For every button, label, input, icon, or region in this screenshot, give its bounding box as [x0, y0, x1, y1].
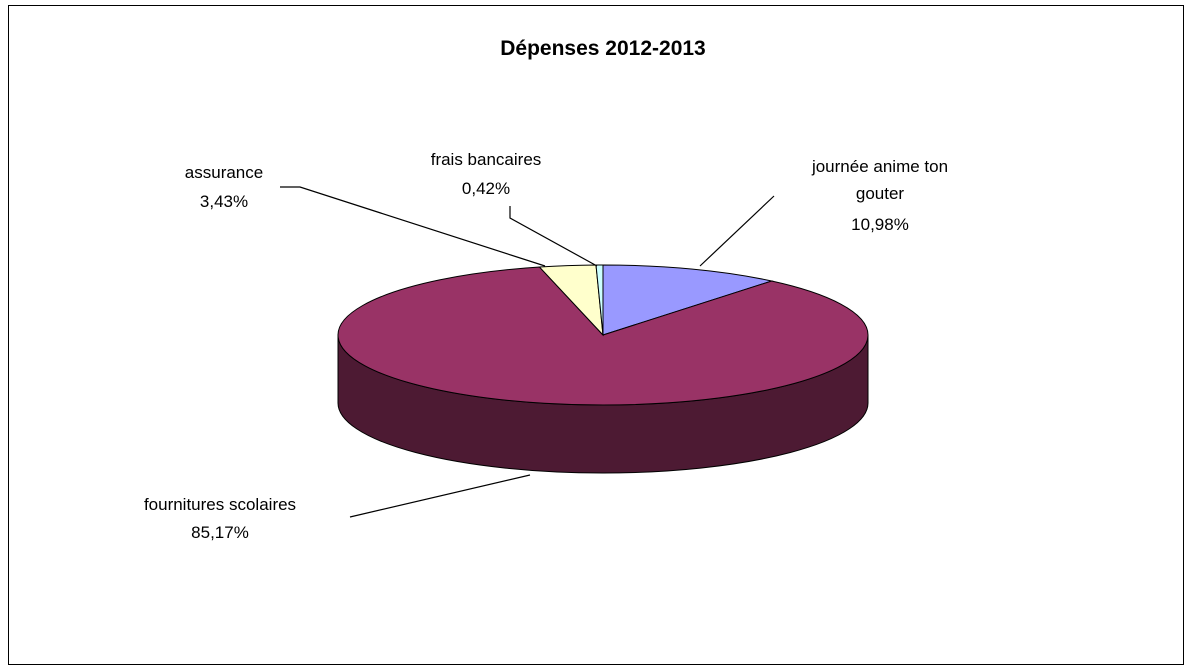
slice-label-3: frais bancaires: [431, 150, 542, 169]
leader-line-0: [699, 195, 775, 267]
leader-line-1: [349, 474, 531, 518]
slice-label-2: assurance: [185, 163, 263, 182]
slice-label-0: gouter: [856, 184, 905, 203]
pie-area: [337, 264, 869, 474]
slice-label-0: journée anime ton: [811, 157, 948, 176]
slice-pct-2: 3,43%: [200, 192, 248, 211]
leader-line-3: [509, 206, 598, 267]
chart-title: Dépenses 2012-2013: [500, 37, 705, 60]
slice-label-1: fournitures scolaires: [144, 495, 296, 514]
pie-slice-1: [337, 266, 869, 406]
leader-line-2: [280, 186, 546, 267]
pie-chart: Dépenses 2012-2013 journée anime ton gout…: [144, 37, 948, 542]
pie-labels: journée anime ton gouter 10,98% fournitures…: [144, 150, 948, 542]
slice-pct-1: 85,17%: [191, 523, 249, 542]
slice-pct-3: 0,42%: [462, 179, 510, 198]
slice-pct-0: 10,98%: [851, 215, 909, 234]
pie-slice-0: [602, 264, 774, 336]
